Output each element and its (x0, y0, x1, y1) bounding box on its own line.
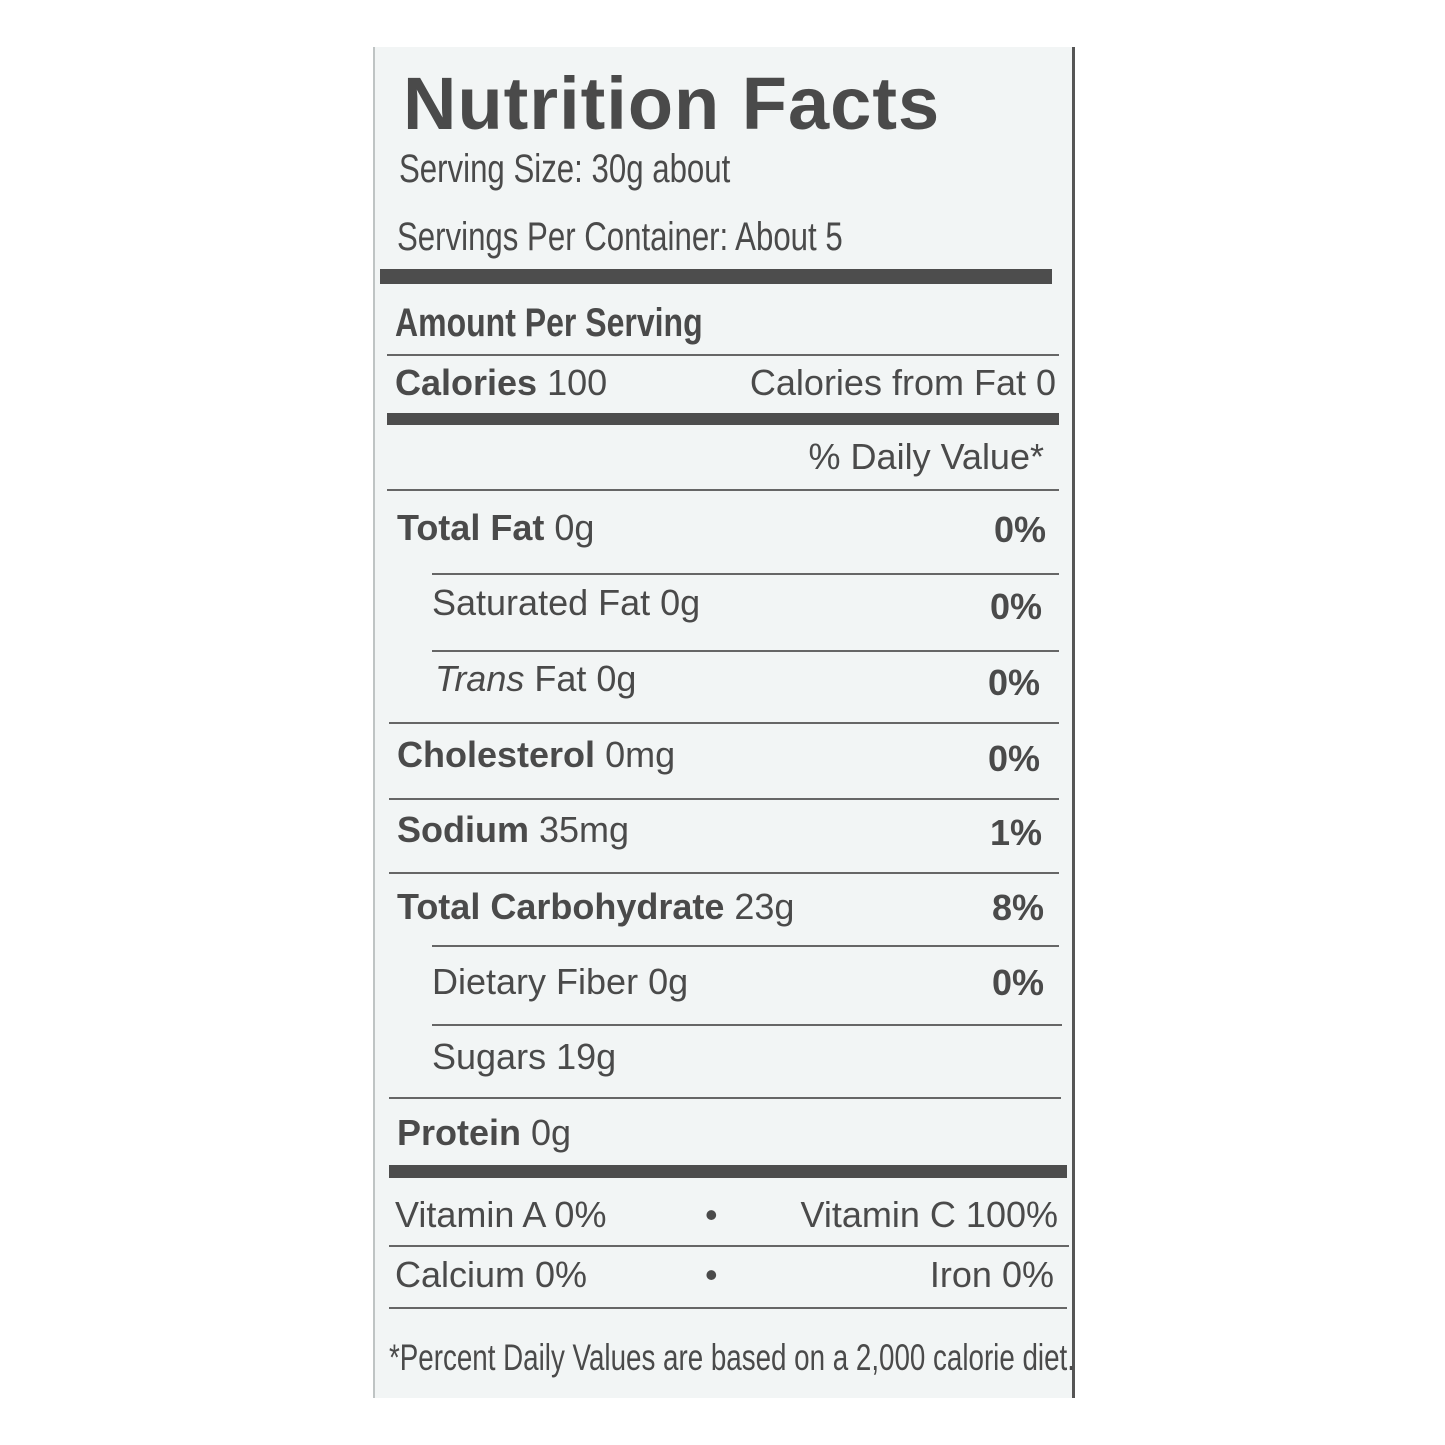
dv-total-fat: 0% (993, 509, 1046, 550)
nutrient-total-fat: Total Fat 0g (397, 507, 595, 548)
nutrient-sodium: Sodium 35mg (397, 809, 630, 850)
nutrient-total-carbohydrate: Total Carbohydrate 23g (397, 886, 795, 927)
bullet: • (705, 1194, 718, 1235)
label-title: Nutrition Facts (403, 62, 941, 145)
divider (432, 945, 1059, 947)
serving-size: Serving Size: 30g about (399, 147, 731, 191)
divider (389, 1245, 1069, 1247)
thick-divider (380, 269, 1052, 284)
dv-trans-fat: 0% (987, 662, 1040, 703)
servings-per-container: Servings Per Container: About 5 (397, 215, 843, 259)
calories-value: 100 (547, 362, 608, 403)
divider (432, 573, 1059, 575)
divider (389, 1307, 1067, 1309)
vitamin-c: Vitamin C 100% (800, 1194, 1058, 1235)
nutrition-facts-label: Nutrition Facts Serving Size: 30g about … (373, 47, 1075, 1398)
calories-label: Calories (395, 362, 538, 403)
iron: Iron 0% (929, 1254, 1054, 1295)
bullet: • (705, 1254, 718, 1295)
nutrient-saturated-fat: Saturated Fat 0g (432, 582, 701, 623)
divider (432, 1024, 1062, 1026)
daily-value-header: % Daily Value* (808, 436, 1044, 477)
divider (432, 650, 1059, 652)
nutrient-protein: Protein 0g (397, 1112, 572, 1153)
nutrient-dietary-fiber: Dietary Fiber 0g (432, 961, 689, 1002)
dv-sodium: 1% (989, 812, 1042, 853)
nutrient-trans-fat: Trans Fat 0g (435, 658, 637, 699)
divider (389, 1097, 1061, 1099)
thick-divider (387, 413, 1059, 425)
dv-cholesterol: 0% (987, 738, 1040, 779)
dv-dietary-fiber: 0% (991, 962, 1044, 1003)
divider (387, 489, 1059, 491)
calcium: Calcium 0% (395, 1254, 588, 1295)
dv-saturated-fat: 0% (989, 586, 1042, 627)
divider (389, 872, 1059, 874)
dv-total-carbohydrate: 8% (991, 887, 1044, 928)
amount-per-serving: Amount Per Serving (395, 301, 703, 345)
vitamin-a: Vitamin A 0% (395, 1194, 607, 1235)
thick-divider (389, 1165, 1067, 1178)
divider (389, 798, 1059, 800)
divider (389, 722, 1059, 724)
divider (387, 354, 1059, 356)
footnote: *Percent Daily Values are based on a 2,0… (389, 1337, 1075, 1378)
nutrient-sugars: Sugars 19g (432, 1036, 617, 1077)
nutrient-cholesterol: Cholesterol 0mg (397, 734, 676, 775)
calories-row: Calories 100 (395, 365, 607, 401)
calories-from-fat: Calories from Fat 0 (749, 362, 1056, 403)
